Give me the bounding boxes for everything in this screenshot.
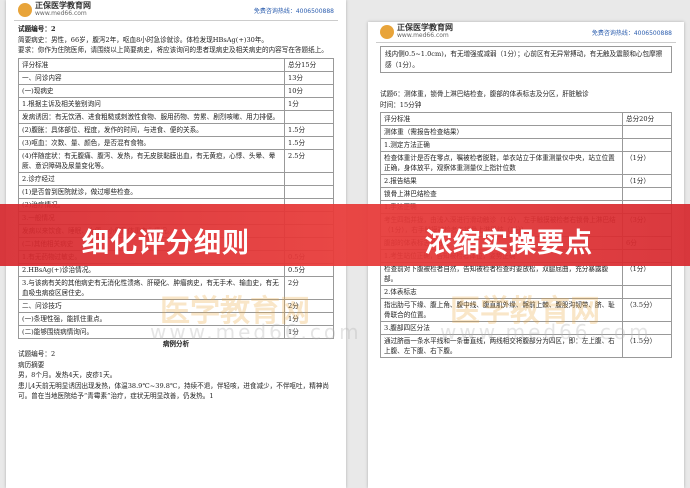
cell: 2.报告结果 — [380, 174, 623, 188]
intro-line: 试题编号：2 — [18, 25, 56, 33]
table-row: (4)伴随症状：有无腹痛、腹泻、发热，有无皮肤黏膜出血，有无黄疸，心悸、头晕、晕… — [18, 148, 334, 173]
score-cell: （1分） — [622, 262, 672, 286]
case-heading: 病例分析 — [162, 339, 190, 348]
score-cell: （1.5分） — [622, 334, 672, 358]
cell: 评分标准 — [18, 57, 285, 72]
watermark-url: www.med66.com — [440, 320, 652, 344]
banner: 细化评分细则 浓缩实操要点 — [0, 204, 690, 266]
score-cell: 10分 — [284, 83, 334, 98]
score-cell — [622, 125, 672, 139]
table-row: 1.根据主诉及相关鉴别询问 1分 — [18, 96, 334, 111]
case-line: 病历摘要 — [18, 360, 45, 369]
cell: (3)呕血：次数、量、颜色，是否混有食物。 — [18, 135, 285, 150]
score-cell — [284, 184, 334, 199]
cell: 锁骨上淋巴结检查 — [380, 187, 623, 201]
cell: (1)是否曾到医院就诊，做过哪些检查。 — [18, 184, 285, 199]
score-cell: 1分 — [284, 96, 334, 111]
table-row: 2.诊疗经过 — [18, 171, 334, 186]
cell: 1.测定方法正确 — [380, 138, 623, 152]
table-row: 3.与该病有关的其他病史有无消化性溃疡、肝硬化、肿瘤病史，有无手术、输血史，有无… — [18, 275, 334, 300]
intro-line: 简要病史：男性，66岁，腹泻2年，呕血8小时急诊就诊。体检发现HBsAg(+)3… — [18, 35, 269, 44]
watermark-url: www.med66.com — [150, 320, 362, 344]
intro-line: 要求：你作为住院医师，请围绕以上简要病史，将应该询问的患者现病史及相关病史的内容… — [18, 46, 328, 54]
table-row: 评分标准 总分15分 — [18, 57, 334, 72]
table-row: 1.测定方法正确 — [380, 138, 672, 152]
table-row: 一、问诊内容 13分 — [18, 70, 334, 85]
cell: 评分标准 — [380, 112, 623, 126]
logo-name: 正保医学教育网 — [35, 1, 91, 10]
score-cell: （3.5分） — [622, 298, 672, 322]
score-cell: 1分 — [284, 324, 334, 339]
cell: 发病诱因：有无饮酒、进食粗糙或刺激性食物、服用药物、劳累、剧烈咳嗽、用力排便。 — [18, 109, 285, 124]
table-row: 指出肋弓下缘、腹上角、腹中线、腹直肌外缘、髂前上棘、腹股沟韧带、脐、耻骨联合的位… — [380, 298, 672, 322]
cell: 检查体重计是否在零点，嘱被检者脱鞋，单衣站立于体重测量仪中央，站立位置正确，身体… — [380, 151, 623, 175]
banner-text: 细化评分细则 — [82, 228, 250, 259]
score-cell: 2.5分 — [284, 148, 334, 173]
table-row: (3)呕血：次数、量、颜色，是否混有食物。 1.5分 — [18, 135, 334, 150]
score-cell: 13分 — [284, 70, 334, 85]
logo-icon — [18, 2, 32, 17]
logo-name: 正保医学教育网 — [397, 23, 453, 32]
cell: 指出肋弓下缘、腹上角、腹中线、腹直肌外缘、髂前上棘、腹股沟韧带、脐、耻骨联合的位… — [380, 298, 623, 322]
intro-line: 试题6：测体重，锁骨上淋巴结检查，腹部的体表标志及分区，肝脏触诊 — [380, 90, 589, 98]
table-row: (一)现病史 10分 — [18, 83, 334, 98]
cell: 测体重（需报告检查结果） — [380, 125, 623, 139]
cell: 通过脐画一条水平线和一条垂直线，两线相交将腹部分为四区，即：左上腹、右上腹、左下… — [380, 334, 623, 358]
watermark: 医学教育网 — [160, 294, 310, 329]
logo: 正保医学教育网 www.med66.com — [18, 2, 91, 17]
table-row: 通过脐画一条水平线和一条垂直线，两线相交将腹部分为四区，即：左上腹、右上腹、左下… — [380, 334, 672, 358]
case-line: 患儿4天前无明显诱因出现发热，体温38.9℃~39.8℃，持续不退，伴轻咳，进食… — [18, 381, 329, 401]
table-row: 评分标准 总分20分 — [380, 112, 672, 126]
score-cell — [284, 171, 334, 186]
score-cell: 1.5分 — [284, 122, 334, 137]
intro-line: 时间：15分钟 — [380, 100, 422, 109]
score-cell: 总分15分 — [284, 57, 334, 72]
banner-text: 浓缩实操要点 — [425, 228, 593, 259]
hotline: 免费咨询热线：4006500888 — [253, 8, 334, 15]
logo-icon — [380, 24, 394, 39]
hotline: 免费咨询热线：4006500888 — [591, 30, 672, 37]
table-row: (二)能够围绕病情询问。 1分 — [18, 324, 334, 339]
cell: (一)现病史 — [18, 83, 285, 98]
cell: 2.诊疗经过 — [18, 171, 285, 186]
score-cell: （1分） — [622, 151, 672, 175]
table-row: 检查体重计是否在零点，嘱被检者脱鞋，单衣站立于体重测量仪中央，站立位置正确，身体… — [380, 151, 672, 175]
cell: (4)伴随症状：有无腹痛、腹泻、发热，有无皮肤黏膜出血，有无黄疸，心悸、头晕、晕… — [18, 148, 285, 173]
table-row: 2.报告结果 （1分） — [380, 174, 672, 188]
top-box: 线内侧0.5~1.0cm)，有无增强或减弱（1分）；心前区有无异常搏动，有无触及… — [380, 46, 672, 73]
logo-url: www.med66.com — [35, 10, 87, 17]
score-cell: 1.5分 — [284, 135, 334, 150]
score-cell — [284, 109, 334, 124]
watermark: 医学教育网 — [450, 294, 600, 329]
score-cell — [622, 138, 672, 152]
score-cell — [622, 285, 672, 299]
logo: 正保医学教育网 www.med66.com — [380, 24, 453, 39]
table-row: (2)腹胀：具体部位、程度，发作的时间，与进食、便的关系。 1.5分 — [18, 122, 334, 137]
score-cell: （1分） — [622, 174, 672, 188]
case-line: 试题编号：2 — [18, 350, 56, 358]
cell: 一、问诊内容 — [18, 70, 285, 85]
header: 正保医学教育网 www.med66.com 免费咨询热线：4006500888 — [376, 22, 676, 43]
table-row: 发病诱因：有无饮酒、进食粗糙或刺激性食物、服用药物、劳累、剧烈咳嗽、用力排便。 — [18, 109, 334, 124]
table-row: (1)是否曾到医院就诊，做过哪些检查。 — [18, 184, 334, 199]
header: 正保医学教育网 www.med66.com 免费咨询热线：4006500888 — [14, 0, 338, 21]
table-row: 锁骨上淋巴结检查 — [380, 187, 672, 201]
logo-url: www.med66.com — [397, 32, 449, 39]
score-cell: 总分20分 — [622, 112, 672, 126]
score-cell — [622, 187, 672, 201]
cell: 1.根据主诉及相关鉴别询问 — [18, 96, 285, 111]
cell: (2)腹胀：具体部位、程度，发作的时间，与进食、便的关系。 — [18, 122, 285, 137]
table-row: 测体重（需报告检查结果） — [380, 125, 672, 139]
case-line: 男，8个月。发热4天，皮疹1天。 — [18, 371, 117, 379]
